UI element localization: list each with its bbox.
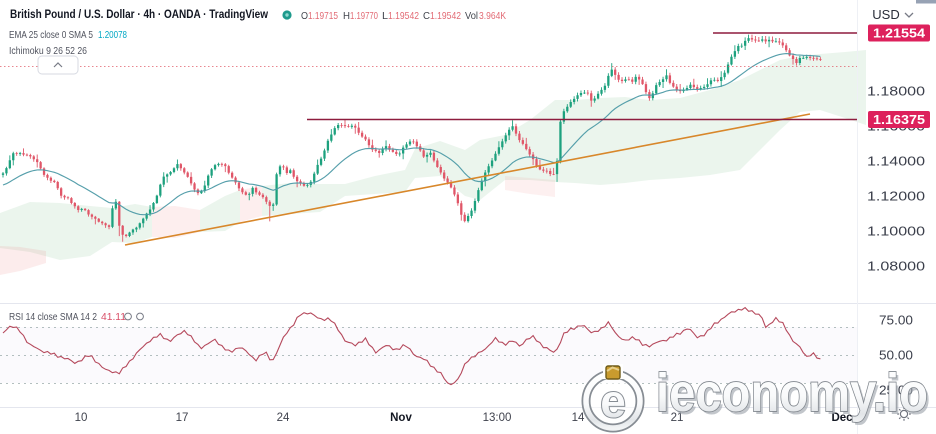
svg-text:1.08000: 1.08000 (867, 259, 925, 274)
svg-text:10: 10 (75, 412, 88, 424)
svg-text:13:00: 13:00 (483, 412, 512, 424)
svg-text:Ichimoku 9 26 52 26: Ichimoku 9 26 52 26 (9, 45, 87, 57)
svg-text:O: O (301, 10, 308, 22)
svg-text:1.10000: 1.10000 (867, 224, 925, 239)
svg-text:ieconomy.io: ieconomy.io (659, 366, 931, 426)
svg-text:H: H (343, 10, 350, 22)
svg-text:1.14000: 1.14000 (867, 154, 925, 169)
svg-text:USD: USD (872, 7, 899, 22)
svg-text:C: C (423, 10, 430, 22)
svg-text:e: e (600, 375, 626, 427)
svg-text:RSI 14 close SMA 14 2: RSI 14 close SMA 14 2 (9, 311, 97, 323)
svg-text:14: 14 (572, 412, 585, 424)
svg-text:1.18000: 1.18000 (867, 84, 925, 99)
svg-text:1.12000: 1.12000 (867, 189, 925, 204)
svg-text:1.16375: 1.16375 (873, 113, 925, 127)
svg-text:24: 24 (277, 412, 290, 424)
svg-text:1.21554: 1.21554 (873, 27, 925, 41)
svg-text:Nov: Nov (390, 412, 412, 424)
svg-text:1.20078: 1.20078 (98, 29, 127, 41)
svg-text:3.964K: 3.964K (479, 10, 506, 22)
svg-text:75.00: 75.00 (879, 313, 913, 328)
svg-text:ieconomy.io: ieconomy.io (656, 363, 928, 423)
svg-text:1.19715: 1.19715 (308, 10, 338, 22)
svg-text:Dec: Dec (831, 412, 853, 424)
svg-text:1.19770: 1.19770 (350, 10, 378, 22)
svg-text:1.19542: 1.19542 (430, 10, 461, 22)
svg-text:EMA 25 close 0 SMA 5: EMA 25 close 0 SMA 5 (9, 29, 93, 41)
svg-text:1.19542: 1.19542 (388, 10, 419, 22)
svg-text:L: L (382, 10, 388, 22)
svg-text:41.11: 41.11 (101, 311, 126, 323)
svg-text:50.00: 50.00 (879, 348, 913, 363)
svg-text:Vol: Vol (465, 10, 478, 22)
svg-text:25.00: 25.00 (879, 383, 913, 398)
svg-text:British Pound / U.S. Dollar ·: British Pound / U.S. Dollar · 4h · OANDA… (10, 7, 269, 21)
svg-text:17: 17 (176, 412, 189, 424)
svg-text:21: 21 (671, 412, 684, 424)
